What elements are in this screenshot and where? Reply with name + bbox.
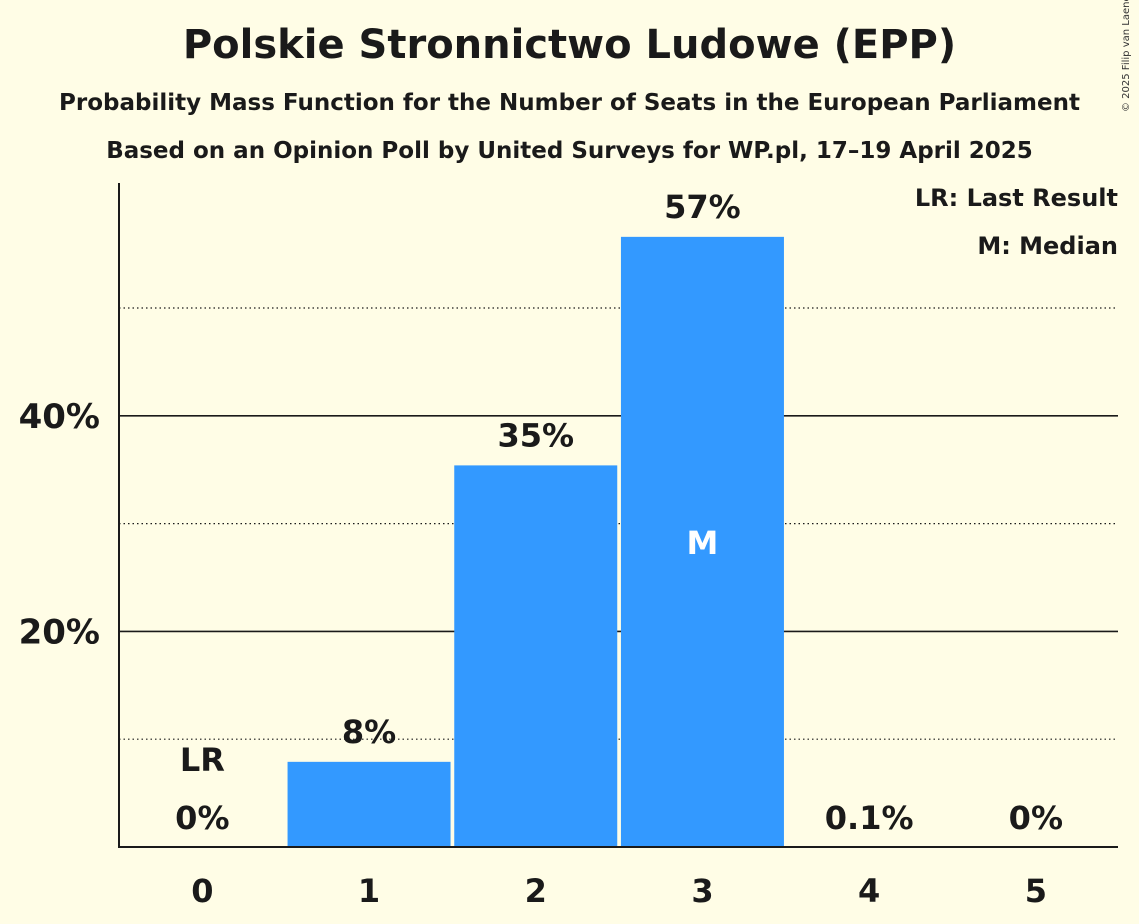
bar xyxy=(454,465,618,847)
data-label: 35% xyxy=(497,416,574,454)
chart-source: Based on an Opinion Poll by United Surve… xyxy=(106,138,1033,164)
x-tick-label: 0 xyxy=(191,872,213,910)
data-label: 0.1% xyxy=(825,799,914,837)
chart-title: Polskie Stronnictwo Ludowe (EPP) xyxy=(182,22,957,68)
last-result-marker: LR xyxy=(180,741,225,779)
legend-median: M: Median xyxy=(977,232,1118,260)
chart-subtitle: Probability Mass Function for the Number… xyxy=(59,90,1080,116)
data-label: 57% xyxy=(664,188,741,226)
data-label: 8% xyxy=(342,713,396,751)
legend-last-result: LR: Last Result xyxy=(914,184,1118,212)
x-tick-label: 2 xyxy=(525,872,547,910)
bar xyxy=(287,761,451,847)
data-label: 0% xyxy=(1009,799,1063,837)
y-tick-label: 40% xyxy=(19,397,100,437)
data-label: 0% xyxy=(175,799,229,837)
y-tick-label: 20% xyxy=(19,612,100,652)
x-tick-label: 4 xyxy=(858,872,880,910)
x-tick-label: 5 xyxy=(1025,872,1047,910)
bar xyxy=(620,236,784,848)
x-tick-label: 1 xyxy=(358,872,380,910)
x-tick-label: 3 xyxy=(691,872,713,910)
median-marker: M xyxy=(687,524,719,562)
